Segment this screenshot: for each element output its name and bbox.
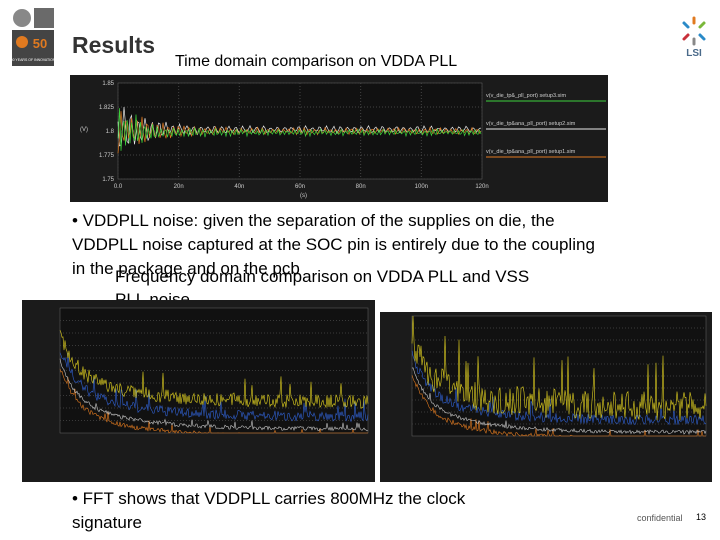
x-tick-label: 0.0 <box>114 184 123 190</box>
y-tick-label: 1.8 <box>106 129 115 135</box>
legend-label: v(v_die_tp&_pll_port) setup3.sim <box>486 93 567 99</box>
time-plot: 1.85 1.825 1.8 1.775 1.750.0 20n 40n 60n 80n 100n… <box>70 75 608 202</box>
bullet-line: VDDPLL noise captured at the SOC pin is … <box>72 235 595 254</box>
fft-plot <box>22 300 375 482</box>
y-tick-label: 1.825 <box>99 105 115 111</box>
trace <box>411 367 707 435</box>
trace <box>59 352 369 423</box>
bullet-line: in the package and on the pcb <box>72 259 300 278</box>
y-tick-label: 1.775 <box>99 153 115 159</box>
bullet: • FFT shows that VDDPLL carries 800MHz t… <box>72 487 465 535</box>
logo: 50 50 YEARS OF INNOVATION <box>8 6 58 68</box>
bullet-line: • VDDPLL noise: given the separation of … <box>72 211 555 230</box>
bullet-line: • FFT shows that VDDPLL carries 800MHz t… <box>72 489 466 508</box>
bullet: • VDDPLL noise: given the separation of … <box>72 209 595 281</box>
trace <box>117 111 482 154</box>
x-tick-label: 120n <box>475 184 488 190</box>
logo-number: 50 <box>33 36 47 51</box>
page-number: 13 <box>696 512 707 522</box>
heading: Time domain comparison on VDDA PLL <box>175 53 458 70</box>
x-tick-label: 60n <box>295 184 305 190</box>
trace <box>59 330 369 409</box>
x-tick-label: 20n <box>174 184 184 190</box>
x-tick-label: 100n <box>415 184 428 190</box>
trace <box>117 108 482 151</box>
legend-label: v(v_die_tp&ana_pll_port) setup2.sim <box>486 121 576 127</box>
brand-logo: LSI <box>682 16 706 58</box>
brand: LSI <box>686 48 702 58</box>
trace <box>411 375 706 437</box>
x-axis-label: (s) <box>300 193 307 199</box>
heading: Frequency domain comparison on VDDA PLL … <box>115 267 530 286</box>
legend-label: v(v_die_tp&ana_pll_port) setup1.sim <box>486 149 576 155</box>
y-tick-label: 1.75 <box>102 177 114 183</box>
y-tick-label: 1.85 <box>102 81 114 87</box>
trace <box>59 358 369 432</box>
trace <box>411 315 707 421</box>
x-tick-label: 80n <box>356 184 366 190</box>
footer-label: confidential <box>637 513 683 523</box>
bullet-line: signature <box>72 513 142 532</box>
x-tick-label: 40n <box>234 184 244 190</box>
fft-plot <box>380 312 712 482</box>
y-axis-label: (V) <box>80 127 88 133</box>
logo-caption: 50 YEARS OF INNOVATION <box>11 58 56 62</box>
title: Results <box>72 32 156 58</box>
trace <box>59 368 368 434</box>
